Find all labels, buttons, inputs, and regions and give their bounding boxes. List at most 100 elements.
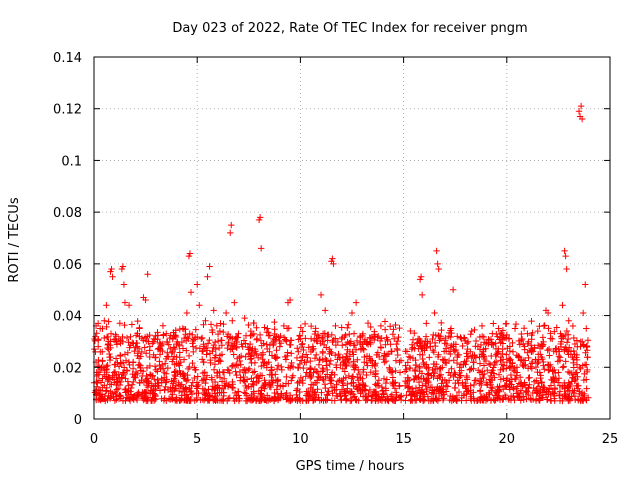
cloud-point <box>559 364 567 371</box>
cloud-point <box>360 346 368 353</box>
cloud-point <box>185 335 192 342</box>
cloud-point <box>471 326 478 334</box>
cloud-point <box>330 336 337 344</box>
cloud-point <box>517 397 524 404</box>
cloud-point <box>94 343 102 350</box>
data-point <box>342 374 350 381</box>
data-point <box>303 369 310 376</box>
cloud-point <box>382 341 389 348</box>
cloud-point <box>412 356 419 364</box>
cloud-point <box>374 349 382 356</box>
cloud-point <box>577 338 584 346</box>
data-point <box>249 369 257 376</box>
cloud-point <box>112 390 120 398</box>
cloud-point <box>506 347 514 355</box>
data-point <box>175 379 182 386</box>
cloud-point <box>310 369 317 376</box>
cloud-point <box>127 388 134 395</box>
cloud-point <box>350 358 357 365</box>
data-point <box>276 343 283 350</box>
cloud-point <box>584 353 591 361</box>
cloud-point <box>454 333 461 340</box>
cloud-point <box>106 350 113 358</box>
cloud-point <box>579 362 587 369</box>
cloud-point <box>333 381 340 388</box>
cloud-point <box>244 344 252 351</box>
cloud-point <box>189 359 196 367</box>
cloud-point <box>116 320 124 327</box>
data-point <box>470 358 477 366</box>
cloud-point <box>188 382 195 389</box>
data-point <box>530 384 537 392</box>
cloud-point <box>171 345 179 353</box>
cloud-point <box>352 396 359 403</box>
cloud-point <box>263 341 270 348</box>
cloud-point <box>168 349 175 357</box>
cloud-point <box>202 379 209 387</box>
cloud-point <box>392 367 399 375</box>
cloud-point <box>326 360 333 368</box>
cloud-point <box>148 397 156 405</box>
cloud-point <box>409 390 416 398</box>
cloud-point <box>332 335 339 342</box>
y-tick-label: 0.12 <box>53 103 82 118</box>
cloud-point <box>328 349 335 357</box>
cloud-point <box>467 390 474 398</box>
cloud-point <box>296 378 303 386</box>
cloud-point <box>583 385 590 392</box>
data-point <box>458 335 465 343</box>
cloud-point <box>250 388 257 395</box>
data-point <box>94 369 102 376</box>
cloud-point <box>105 318 112 325</box>
cloud-point <box>387 340 394 348</box>
cloud-point <box>445 332 453 340</box>
cloud-point <box>518 337 525 344</box>
data-point <box>515 353 523 361</box>
cloud-point <box>203 344 210 352</box>
cloud-point <box>499 386 507 393</box>
cloud-point <box>276 337 283 345</box>
cloud-point <box>113 386 120 393</box>
data-point <box>158 361 166 368</box>
cloud-point <box>581 370 588 378</box>
cloud-point <box>146 331 153 339</box>
data-point <box>94 320 102 327</box>
cloud-point <box>191 397 198 404</box>
cloud-point <box>359 379 367 387</box>
data-point <box>540 322 548 330</box>
cloud-point <box>492 388 500 396</box>
cloud-point <box>526 381 533 388</box>
cloud-point <box>433 365 441 373</box>
cloud-point <box>547 397 554 404</box>
cloud-point <box>228 384 236 391</box>
cloud-point <box>93 372 100 380</box>
cloud-point <box>261 385 268 392</box>
cloud-point <box>522 389 529 396</box>
data-point <box>280 322 288 330</box>
cloud-point <box>366 334 373 341</box>
data-point <box>569 374 577 381</box>
cloud-point <box>384 337 391 345</box>
cloud-point <box>203 351 210 358</box>
cloud-point <box>115 363 123 370</box>
cloud-point <box>561 347 568 355</box>
data-point <box>528 348 535 355</box>
cloud-point <box>438 319 445 327</box>
cloud-point <box>250 352 258 359</box>
cloud-point <box>405 353 413 360</box>
cloud-point <box>126 395 134 402</box>
data-point <box>418 291 426 299</box>
cloud-point <box>555 374 563 382</box>
cloud-point <box>338 324 345 331</box>
cloud-point <box>249 380 256 388</box>
cloud-point <box>183 347 190 354</box>
data-point <box>301 358 308 366</box>
data-point <box>513 369 521 376</box>
cloud-point <box>313 337 320 345</box>
cloud-point <box>563 339 571 346</box>
cloud-point <box>104 376 112 383</box>
plot-frame <box>93 56 611 420</box>
data-point <box>127 384 135 392</box>
cloud-point <box>112 338 120 345</box>
data-point <box>245 351 252 358</box>
